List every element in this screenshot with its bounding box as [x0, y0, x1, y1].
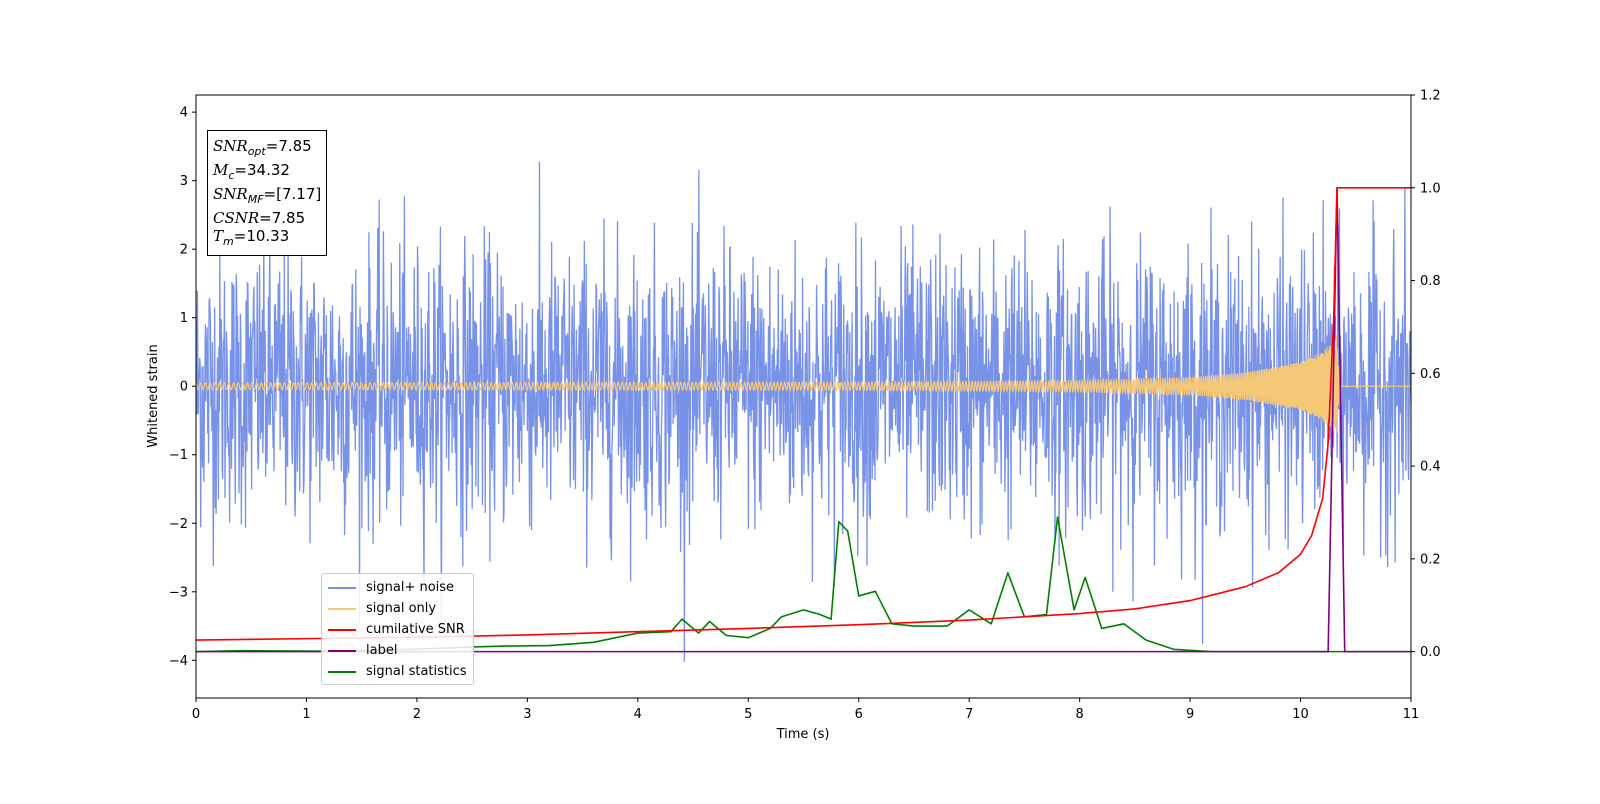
series-layer: [196, 186, 1411, 653]
x-tick-label: 8: [1075, 707, 1083, 722]
y2-tick-label: 0.0: [1420, 645, 1441, 660]
axis-layer: 0 1 2 3 4 5 6 7 8 9 10 11 −4 −3 −2 −1 0 1 2 3 4 0.0 0.2 0.4 0.6 0…: [169, 89, 1441, 723]
snr-mf-line: SNRMF=[7.17]: [213, 185, 322, 206]
annotation-box: SNRopt=7.85 Mc=34.32 SNRMF=[7.17] CSNR=7…: [207, 130, 328, 256]
y2-tick-label: 0.2: [1420, 552, 1441, 567]
csnr-value: 7.85: [271, 209, 306, 227]
legend-swatch-signal-statistics: [328, 670, 356, 673]
legend-label-signal-noise: signal+ noise: [366, 580, 455, 595]
y-tick-label: −4: [169, 654, 188, 669]
y2-tick-label: 0.8: [1420, 274, 1441, 289]
series-signal-statistics: [196, 516, 1411, 653]
csnr-line: CSNR=7.85: [213, 209, 306, 227]
x-axis-label: Time (s): [776, 727, 830, 742]
mc-value: 34.32: [247, 161, 290, 179]
legend-entry-cumulative-snr: cumilative SNR: [328, 619, 467, 640]
legend-swatch-signal-only: [328, 607, 356, 610]
legend-swatch-cumulative-snr: [328, 628, 356, 631]
tm-line: Tm=10.33: [213, 227, 290, 248]
legend: signal+ noise signal only cumilative SNR…: [321, 573, 474, 685]
y2-tick-label: 1.0: [1420, 181, 1441, 196]
x-tick-label: 11: [1403, 707, 1420, 722]
legend-label-signal-statistics: signal statistics: [366, 664, 467, 679]
x-tick-label: 10: [1292, 707, 1309, 722]
x-tick-label: 2: [413, 707, 421, 722]
legend-label-cumulative-snr: cumilative SNR: [366, 622, 465, 637]
x-tick-label: 9: [1186, 707, 1194, 722]
x-tick-label: 0: [192, 707, 200, 722]
legend-swatch-signal-noise: [328, 586, 356, 589]
y-tick-label: 2: [180, 243, 188, 258]
y-tick-label: 3: [180, 174, 188, 189]
y-tick-label: 4: [180, 106, 188, 121]
snr-opt-line: SNRopt=7.85: [213, 137, 312, 158]
legend-swatch-label: [328, 649, 356, 652]
series-cumulative-snr: [196, 186, 1411, 641]
y-tick-label: −1: [169, 448, 188, 463]
legend-entry-signal-statistics: signal statistics: [328, 661, 467, 682]
noise-layer: [196, 161, 1411, 662]
x-tick-label: 7: [965, 707, 973, 722]
legend-entry-label: label: [328, 640, 467, 661]
plot-frame: [195, 94, 1412, 699]
y-tick-label: 1: [180, 311, 188, 326]
series-signal-only: [196, 335, 1411, 433]
y2-tick-label: 0.4: [1420, 460, 1441, 475]
x-tick-label: 4: [634, 707, 642, 722]
snr-opt-value: 7.85: [278, 137, 312, 155]
legend-entry-signal-noise: signal+ noise: [328, 577, 467, 598]
legend-label-label: label: [366, 643, 398, 658]
legend-entry-signal-only: signal only: [328, 598, 467, 619]
mc-line: Mc=34.32: [213, 161, 290, 182]
legend-label-signal-only: signal only: [366, 601, 437, 616]
x-tick-label: 6: [855, 707, 863, 722]
snr-mf-value: [7.17]: [276, 185, 322, 203]
y2-tick-label: 0.6: [1420, 367, 1441, 382]
y-tick-label: −2: [169, 517, 188, 532]
x-tick-label: 3: [523, 707, 531, 722]
y-tick-label: 0: [180, 380, 188, 395]
series-signal-noise: [196, 161, 1411, 662]
y2-tick-label: 1.2: [1420, 89, 1441, 104]
x-tick-label: 5: [744, 707, 752, 722]
y-axis-label: Whitened strain: [146, 344, 161, 447]
tm-value: 10.33: [246, 227, 290, 245]
y-tick-label: −3: [169, 585, 188, 600]
x-tick-label: 1: [302, 707, 310, 722]
